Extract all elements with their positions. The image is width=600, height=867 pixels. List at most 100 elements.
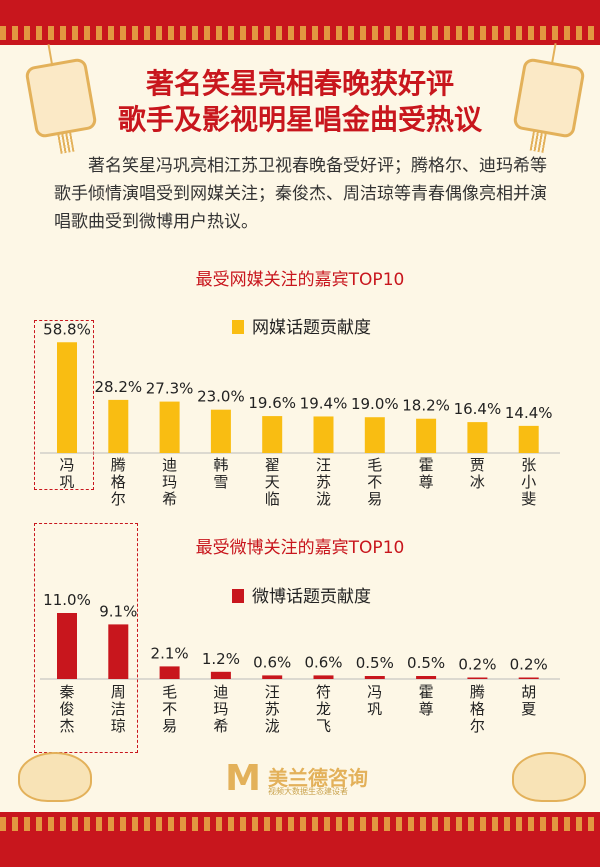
- chart2-category-label: 龙: [316, 700, 331, 718]
- chart2-bar: [108, 624, 129, 679]
- chart1-value-label: 28.2%: [94, 378, 142, 396]
- chart2-bar: [364, 676, 385, 679]
- chart1-value-label: 19.0%: [351, 395, 399, 413]
- chart1-bar: [467, 422, 488, 453]
- chart1-bar: [57, 342, 77, 453]
- chart1-category-label: 腾: [111, 456, 126, 474]
- top-border-band: [0, 0, 600, 45]
- chart2-category-label: 周: [111, 683, 126, 701]
- chart2-value-label: 0.2%: [458, 656, 496, 674]
- chart1-title: 最受网媒关注的嘉宾TOP10: [195, 270, 405, 290]
- chart2-value-label: 1.2%: [202, 650, 240, 668]
- chart2-category-label: 冯: [367, 683, 382, 701]
- chart1-value-label: 23.0%: [197, 388, 245, 406]
- chart2-category-label: 符: [316, 683, 331, 701]
- chart1-category-label: 雪: [213, 473, 228, 491]
- logo-name: 美兰德咨询: [268, 766, 368, 790]
- chart1-category-label: 苏: [316, 473, 331, 491]
- logo-tagline: 视频大数据生态建设者: [268, 787, 348, 796]
- chart2-category-label: 秦: [59, 683, 74, 701]
- chart2-value-label: 2.1%: [151, 644, 189, 662]
- chart2-legend: 微博话题贡献度: [232, 582, 371, 607]
- chart2-category-label: 汪: [265, 683, 280, 701]
- chart1-category-label: 迪: [162, 456, 177, 474]
- chart2-category-label: 苏: [265, 700, 280, 718]
- chart2-category-label: 毛: [162, 683, 177, 701]
- chart1-category-label: 张: [521, 456, 536, 474]
- chart1-category-label: 小: [521, 473, 536, 491]
- chart1-bar: [262, 416, 283, 453]
- chart1-category-label: 韩: [213, 456, 228, 474]
- chart1-category-label: 冯: [59, 456, 74, 474]
- chart1-category-label: 尊: [419, 473, 434, 491]
- chart2-category-label: 俊: [59, 700, 74, 718]
- chart1-bar: [416, 418, 437, 453]
- chart1-bar: [518, 425, 539, 453]
- chart2-bar: [518, 677, 539, 679]
- chart1-category-label: 不: [367, 473, 382, 491]
- chart1-category-label: 巩: [59, 473, 74, 491]
- chart2-category-label: 泷: [265, 717, 280, 735]
- chart2-bar: [262, 675, 283, 679]
- chart2-category-label: 夏: [521, 700, 536, 718]
- chart2-value-label: 0.2%: [510, 656, 548, 674]
- chart1-value-label: 19.4%: [300, 394, 348, 412]
- chart2-value-label: 0.5%: [407, 654, 445, 672]
- intro-paragraph: 著名笑星冯巩亮相江苏卫视春晚备受好评；腾格尔、迪玛希等歌手倾情演唱受到网媒关注；…: [54, 156, 547, 232]
- chart2-category-label: 琼: [111, 717, 126, 735]
- chart2-category-label: 飞: [316, 717, 331, 735]
- chart2-bar: [210, 671, 231, 679]
- chart1-category-label: 泷: [316, 490, 331, 508]
- chart1-category-label: 贾: [470, 456, 485, 474]
- chart1-category-label: 冰: [470, 473, 485, 491]
- chart1-category-label: 尔: [111, 490, 126, 508]
- chart1-category-label: 毛: [367, 456, 382, 474]
- chart2-category-label: 希: [213, 717, 228, 735]
- brand-logo: M 美兰德咨询 视频大数据生态建设者: [224, 760, 384, 798]
- chart1-value-label: 58.8%: [43, 320, 91, 338]
- chart2-category-label: 格: [470, 700, 485, 718]
- page-title-line2: 歌手及影视明星唱金曲受热议: [117, 103, 482, 136]
- chart2-category-label: 不: [162, 700, 177, 718]
- chart2-title: 最受微博关注的嘉宾TOP10: [195, 538, 405, 558]
- chart2-bar: [57, 613, 77, 679]
- chart2-category-label: 洁: [111, 700, 126, 718]
- chart1-category-label: 霍: [419, 456, 434, 474]
- chart1-category-label: 翟: [265, 456, 280, 474]
- chart2-category-label: 易: [162, 717, 177, 735]
- chart1-legend-swatch: [232, 320, 244, 334]
- chart2-value-label: 9.1%: [99, 602, 137, 620]
- chart2-bar: [467, 677, 488, 679]
- chart1-bar: [159, 401, 180, 453]
- chart1-value-label: 16.4%: [454, 400, 502, 418]
- chart2-plot: 11.0% 秦俊杰 9.1% 周洁琼 2.1% 毛不易 1.2% 迪玛希 0.6% 汪苏泷 0.6%…: [40, 591, 560, 735]
- chart2-value-label: 0.6%: [304, 653, 342, 671]
- chart1-value-label: 27.3%: [146, 380, 194, 398]
- chart2-bar: [159, 666, 180, 679]
- chart1-category-label: 玛: [162, 473, 177, 491]
- chart1-value-label: 18.2%: [402, 397, 450, 415]
- chart2-highlight-box: [34, 523, 138, 753]
- chart1-bar: [210, 409, 231, 453]
- chart2-category-label: 腾: [470, 683, 485, 701]
- chart1-legend: 网媒话题贡献度: [232, 313, 371, 338]
- chart2-legend-label: 微博话题贡献度: [252, 587, 371, 607]
- bottom-border-band: [0, 812, 600, 867]
- chart1-category-label: 天: [265, 473, 280, 491]
- chart1-plot: 58.8% 冯巩 28.2% 腾格尔 27.3% 迪玛希 23.0% 韩雪 19.6% 翟天临 19…: [40, 320, 560, 508]
- chart2-bar: [416, 676, 437, 679]
- top-border-pattern: [0, 26, 600, 40]
- pig-left-icon: [18, 752, 92, 802]
- chart1-category-label: 易: [367, 490, 382, 508]
- chart2-bar: [313, 675, 334, 679]
- chart1-highlight-box: [34, 320, 94, 490]
- chart2-value-label: 0.6%: [253, 653, 291, 671]
- chart2-value-label: 11.0%: [43, 591, 91, 609]
- chart1-bar: [364, 417, 385, 453]
- chart2-legend-swatch: [232, 589, 244, 603]
- chart2-category-label: 巩: [367, 700, 382, 718]
- chart1-legend-label: 网媒话题贡献度: [252, 318, 371, 338]
- chart1-value-label: 19.6%: [248, 394, 296, 412]
- chart2-category-label: 玛: [213, 700, 228, 718]
- chart1-category-label: 希: [162, 490, 177, 508]
